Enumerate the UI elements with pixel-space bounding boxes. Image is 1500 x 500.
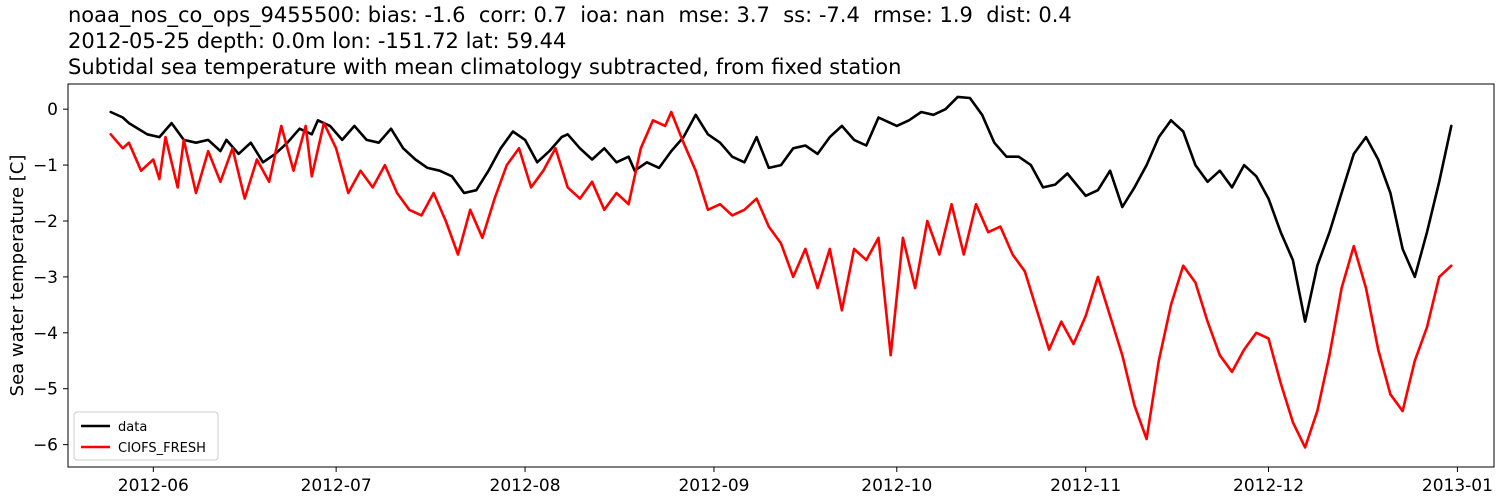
chart-title: noaa_nos_co_ops_9455500: bias: -1.6 corr… (68, 2, 1072, 80)
title-line-description: Subtidal sea temperature with mean clima… (68, 55, 902, 79)
series-line-ciofs-fresh (109, 110, 1453, 449)
legend-label: CIOFS_FRESH (118, 441, 206, 456)
x-tick-label: 2012-06 (118, 476, 189, 496)
x-tick-label: 2012-10 (861, 476, 932, 496)
plot-frame (67, 83, 1495, 468)
x-tick-label: 2012-11 (1050, 476, 1121, 496)
x-tick-label: 2012-09 (678, 476, 749, 496)
x-tick-label: 2012-08 (490, 476, 561, 496)
y-tick-label: 0 (47, 100, 58, 120)
y-tick-label: −1 (33, 156, 58, 176)
x-tick-label: 2013-01 (1422, 476, 1493, 496)
x-tick-label: 2012-12 (1233, 476, 1304, 496)
axes-layer: 2012-06 2012-07 2012-08 2012-09 2012-10 2012-… (33, 100, 1493, 496)
title-line-stats: noaa_nos_co_ops_9455500: bias: -1.6 corr… (68, 3, 1072, 27)
y-tick-label: −2 (33, 212, 58, 232)
title-line-station: 2012-05-25 depth: 0.0m lon: -151.72 lat:… (68, 29, 567, 53)
legend: data CIOFS_FRESH (73, 411, 219, 461)
y-tick-label: −5 (33, 380, 58, 400)
legend-label: data (118, 420, 147, 435)
x-tick-label: 2012-07 (301, 476, 372, 496)
y-tick-label: −3 (33, 268, 58, 288)
series-layer (109, 95, 1453, 449)
y-axis-label: Sea water temperature [C] (7, 155, 28, 397)
y-tick-label: −6 (33, 436, 58, 456)
y-tick-label: −4 (33, 324, 58, 344)
series-line-data (109, 95, 1453, 323)
